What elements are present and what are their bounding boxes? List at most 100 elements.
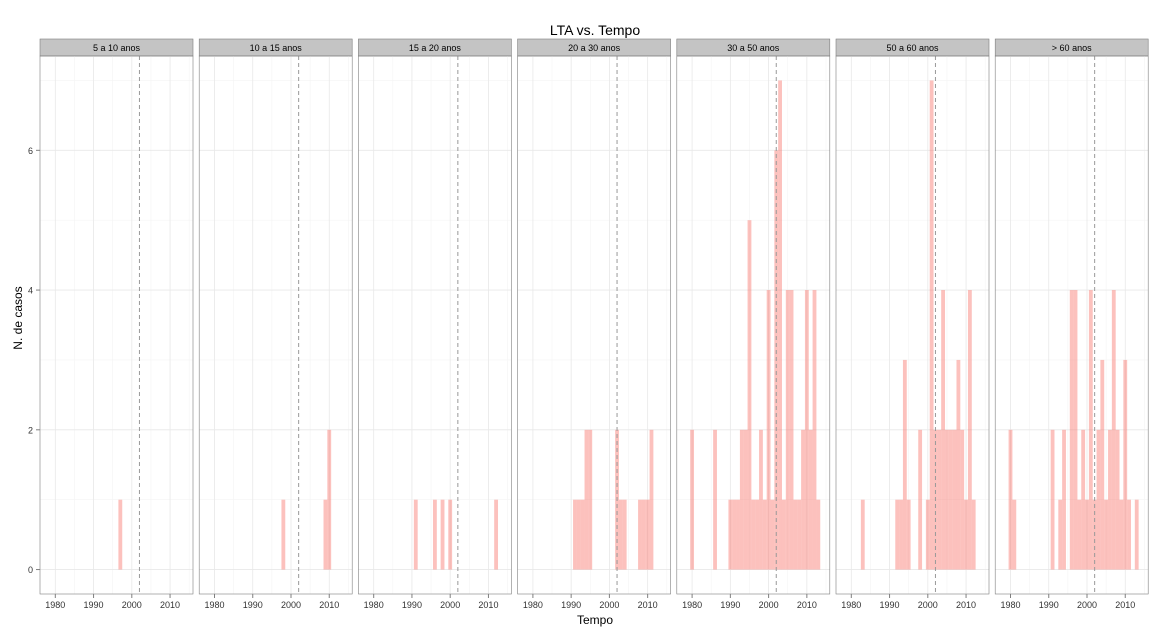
x-tick-label: 2010	[956, 600, 976, 610]
histogram-bar	[906, 499, 911, 570]
panel-border	[994, 55, 1149, 595]
histogram-bar	[793, 499, 798, 570]
histogram-bar	[576, 499, 581, 570]
histogram-bar	[766, 290, 771, 570]
histogram-bar	[622, 499, 627, 570]
histogram-bar	[895, 499, 900, 570]
x-tick-label: 2000	[281, 600, 301, 610]
histogram-bar	[751, 499, 756, 570]
histogram-bar	[732, 499, 737, 570]
chart-title: LTA vs. Tempo	[550, 22, 640, 38]
x-tick-label: 1990	[1039, 600, 1059, 610]
histogram-bar	[645, 499, 650, 570]
facet-label: 30 a 50 anos	[727, 43, 780, 53]
x-axis-label: Tempo	[577, 613, 613, 627]
histogram-bar	[1050, 429, 1055, 570]
histogram-bar	[1134, 499, 1139, 570]
panel-border	[39, 55, 194, 595]
histogram-bar	[964, 499, 968, 570]
histogram-bar	[1058, 499, 1063, 570]
histogram-bar	[770, 499, 775, 570]
histogram-bar	[573, 499, 577, 570]
x-tick-label: 1990	[402, 600, 422, 610]
x-tick-label: 1990	[561, 600, 581, 610]
facet-panel: 20 a 30 anos 1980 1990 2000 2010	[517, 38, 671, 610]
histogram-bar	[948, 429, 953, 570]
histogram-bar	[778, 80, 782, 570]
histogram-bar	[588, 429, 593, 570]
histogram-bar	[323, 499, 328, 570]
histogram-bar	[755, 499, 760, 570]
facet-label: 5 a 10 anos	[93, 43, 141, 53]
histogram-bar	[812, 290, 817, 570]
facet-label: 20 a 30 anos	[568, 43, 621, 53]
y-tick-label: 6	[28, 146, 33, 156]
histogram-bar	[618, 499, 623, 570]
panel-border	[676, 55, 831, 595]
histogram-bar	[580, 499, 585, 570]
histogram-bar	[860, 499, 865, 570]
histogram-bar	[432, 499, 437, 570]
histogram-bar	[918, 429, 923, 570]
histogram-bar	[448, 499, 453, 570]
facet-panel: 10 a 15 anos 1980 1990 2000 2010	[198, 38, 353, 610]
x-tick-label: 2000	[918, 600, 938, 610]
histogram-bar	[747, 220, 752, 570]
histogram-bar	[781, 499, 786, 570]
panel-border	[198, 55, 353, 595]
histogram-bar	[1123, 359, 1128, 570]
histogram-bar	[494, 499, 499, 570]
histogram-bar	[925, 499, 930, 570]
histogram-bar	[736, 499, 740, 570]
x-tick-label: 1990	[720, 600, 740, 610]
x-tick-label: 2010	[478, 600, 498, 610]
histogram-bar	[902, 359, 907, 570]
histogram-bar	[1119, 499, 1124, 570]
facet-label: 15 a 20 anos	[409, 43, 462, 53]
histogram-bar	[1081, 429, 1086, 570]
y-axis-label: N. de casos	[11, 286, 25, 349]
histogram-bar	[1069, 290, 1074, 570]
x-tick-label: 2000	[440, 600, 460, 610]
facet-panel: 15 a 20 anos 1980 1990 2000 2010	[358, 38, 512, 610]
histogram-bar	[789, 290, 794, 570]
histogram-bar	[967, 290, 972, 570]
facet-panel: 30 a 50 anos 1980 1990 2000 2010	[676, 38, 831, 610]
facet-label: 50 a 60 anos	[886, 43, 939, 53]
histogram-bar	[1100, 359, 1105, 570]
x-tick-label: 1980	[45, 600, 65, 610]
histogram-bar	[1115, 429, 1120, 570]
histogram-bar	[808, 429, 813, 570]
facet-panel: 50 a 60 anos 1980 1990 2000 2010	[835, 38, 990, 610]
y-tick-label: 4	[28, 286, 33, 296]
histogram-bar	[1088, 290, 1093, 570]
histogram-bar	[960, 429, 965, 570]
x-tick-label: 2010	[638, 600, 658, 610]
histogram-bar	[641, 499, 646, 570]
histogram-bar	[941, 290, 946, 570]
histogram-bar	[118, 499, 123, 570]
x-tick-label: 1980	[204, 600, 224, 610]
x-tick-label: 1980	[1000, 600, 1020, 610]
x-tick-label: 2000	[759, 600, 779, 610]
histogram-bar	[743, 429, 748, 570]
histogram-bar	[1127, 499, 1131, 570]
x-tick-label: 1990	[84, 600, 104, 610]
histogram-bar	[971, 499, 976, 570]
y-axis: 0 2 4 6	[28, 146, 40, 575]
panel-border	[358, 55, 512, 595]
histogram-bar	[584, 429, 589, 570]
histogram-bar	[690, 429, 695, 570]
facet-panel: 5 a 10 anos 1980 1990 2000 2010	[39, 38, 194, 610]
histogram-bar	[804, 290, 809, 570]
histogram-bar	[759, 429, 763, 570]
panel-border	[835, 55, 990, 595]
x-tick-label: 2000	[1077, 600, 1097, 610]
histogram-bar	[1085, 499, 1089, 570]
histogram-bar	[1108, 429, 1112, 570]
histogram-bar	[1073, 290, 1078, 570]
x-tick-label: 2010	[319, 600, 339, 610]
x-tick-label: 1990	[880, 600, 900, 610]
